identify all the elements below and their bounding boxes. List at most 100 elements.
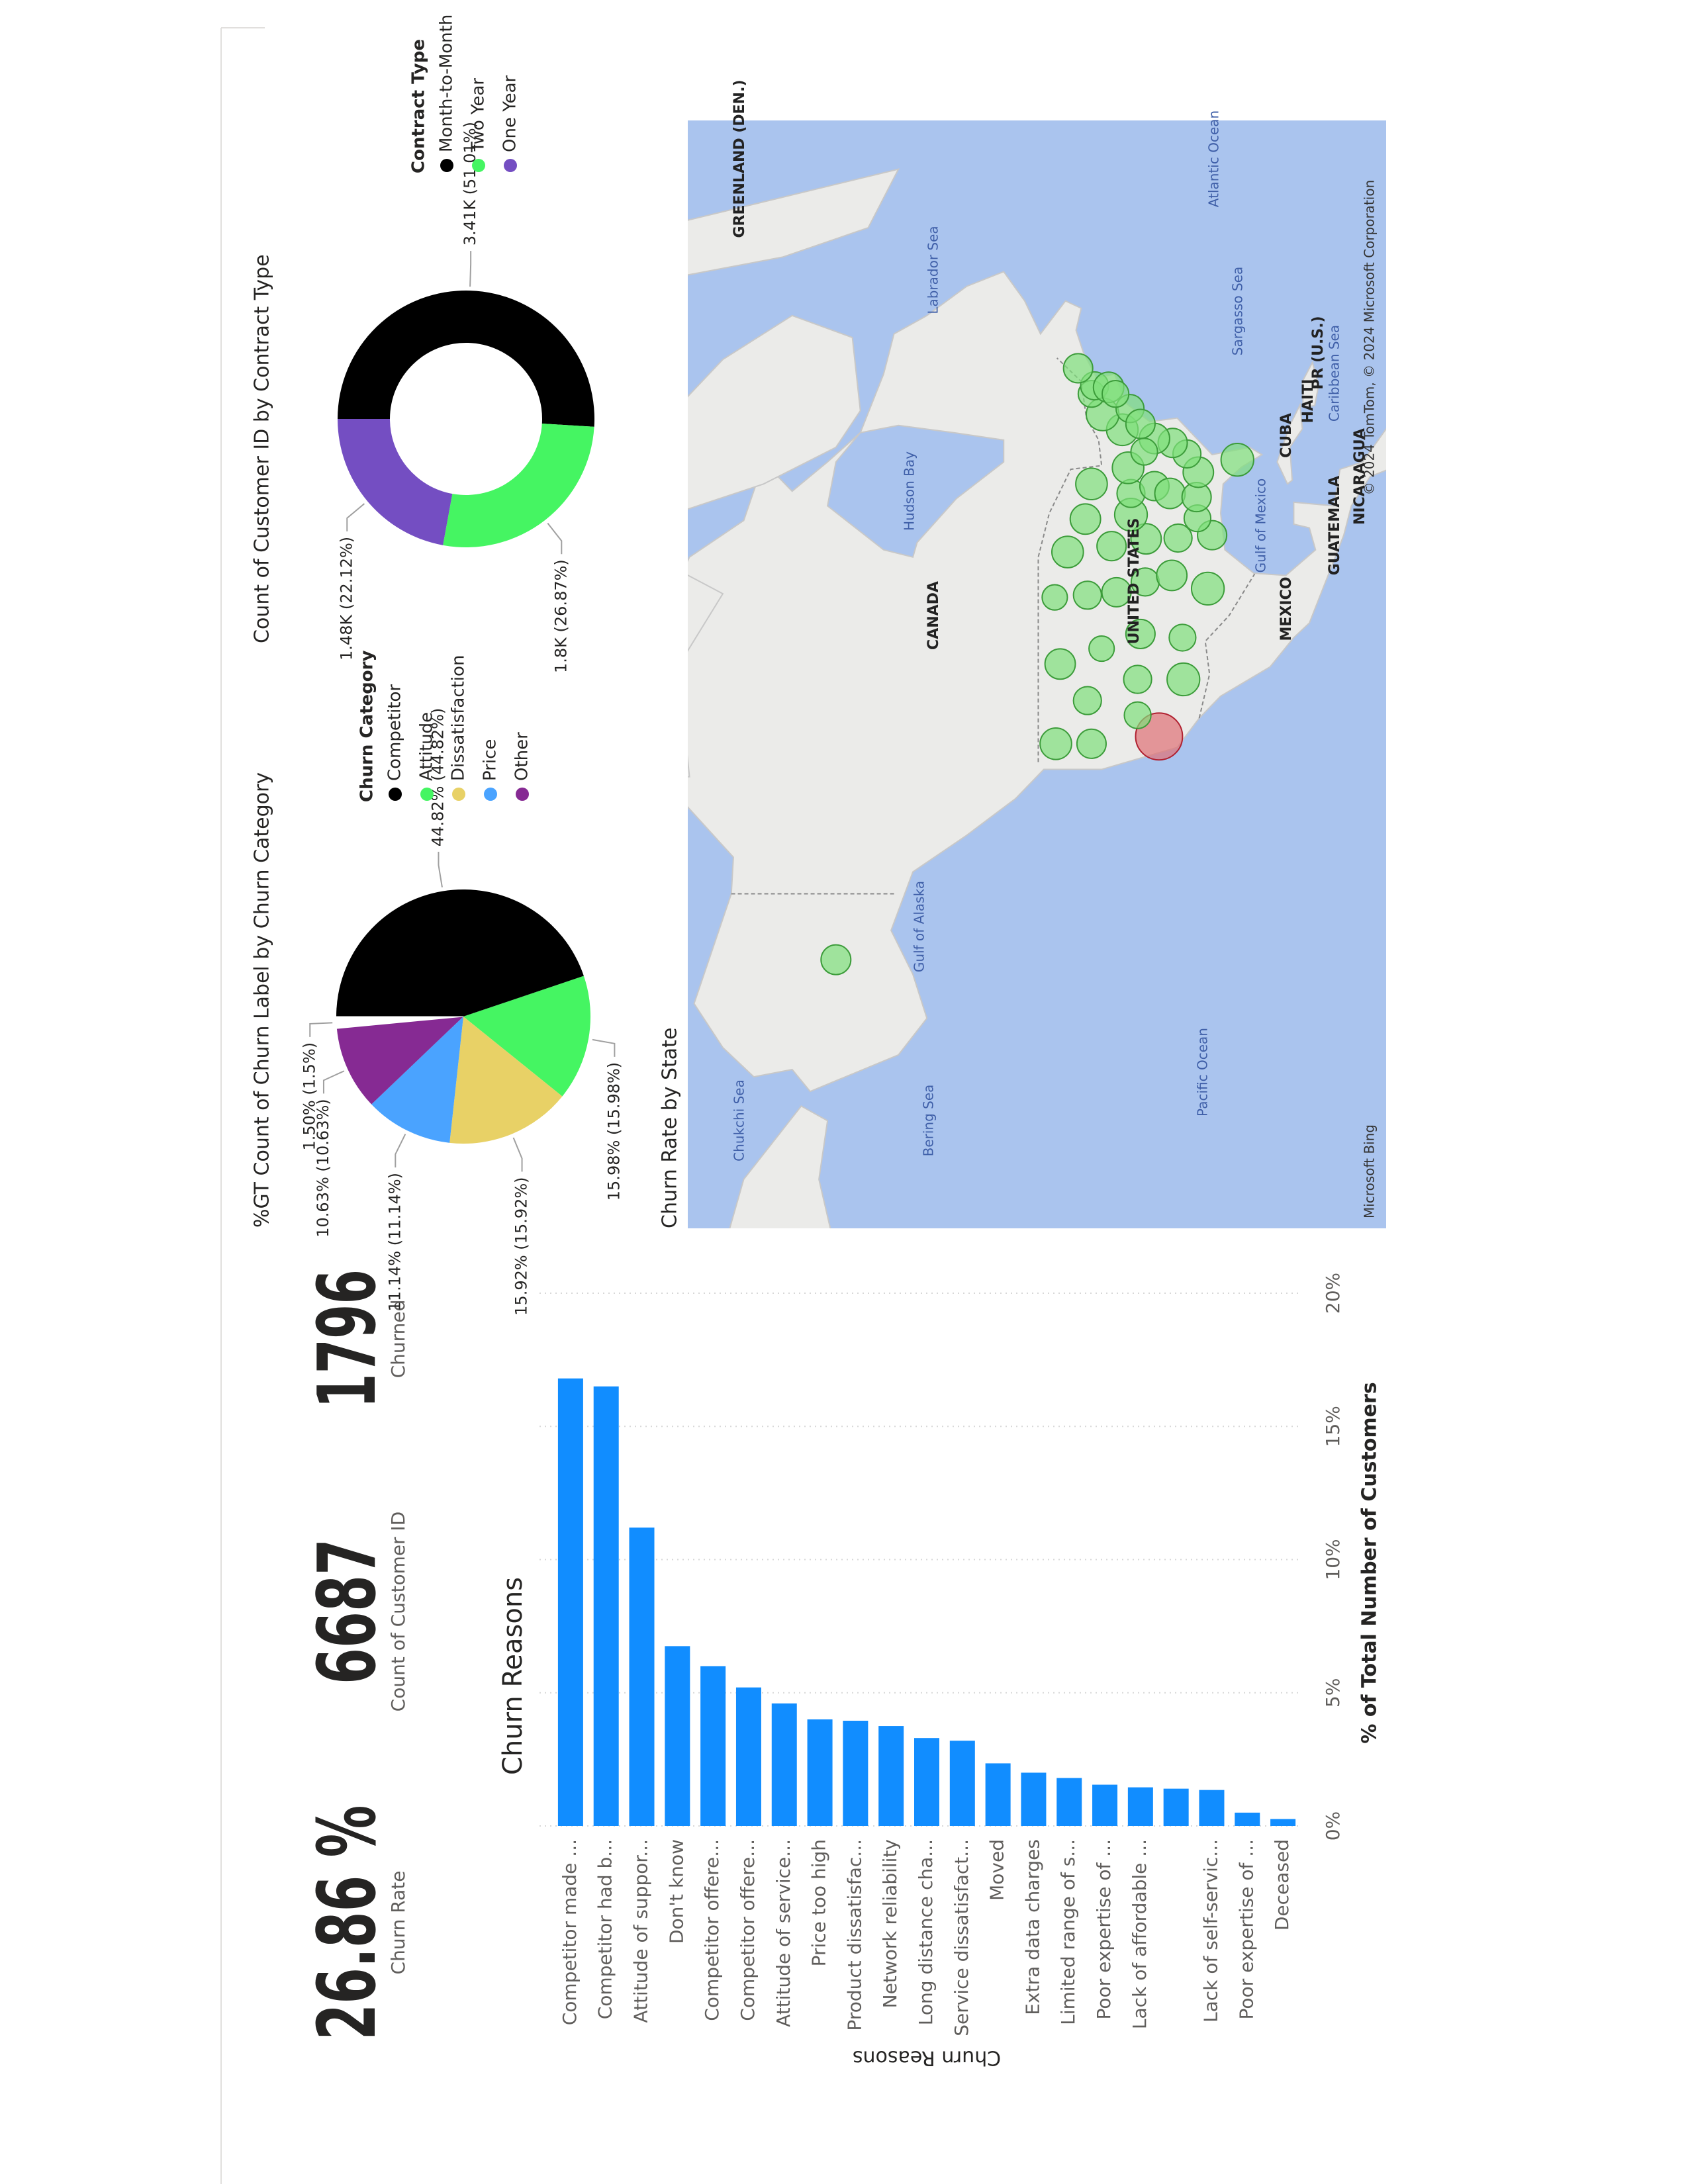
legend-marker (452, 788, 465, 801)
kpi-value: 26.86 % (302, 1805, 394, 2040)
data-label: 15.92% (15.92%) (512, 1177, 531, 1315)
land (722, 1105, 837, 1228)
bubble (1220, 443, 1254, 477)
bar (771, 1703, 797, 1826)
bar (1021, 1772, 1047, 1826)
data-label: 1.8K (26.87%) (551, 559, 570, 673)
y-tick-label: Moved (986, 1839, 1008, 1901)
chart-title: Churn Reasons (498, 1577, 528, 1775)
map-label: Gulf of Alaska (912, 881, 927, 972)
data-label: 44.82% (44.82%) (428, 708, 447, 846)
legend-marker (420, 788, 434, 801)
x-tick-label: 20% (1322, 1273, 1344, 1314)
slice (449, 1017, 563, 1144)
y-tick-label: Deceased (1271, 1839, 1293, 1931)
x-tick-label: 5% (1322, 1678, 1344, 1707)
bar (914, 1738, 939, 1826)
y-tick-label: Competitor offere... (701, 1839, 723, 2021)
legend-marker (472, 159, 485, 172)
border (1198, 573, 1256, 719)
map-label: GREENLAND (DEN.) (731, 79, 748, 238)
bubble (1163, 523, 1193, 553)
bubble (1088, 635, 1115, 662)
bar (1092, 1784, 1118, 1826)
bar (593, 1386, 619, 1826)
y-tick-label: Extra data charges (1021, 1839, 1043, 2015)
bar (1163, 1788, 1189, 1826)
y-tick-label: Price too high (808, 1839, 830, 1966)
y-tick-label: Competitor made ... (559, 1839, 581, 2025)
bar (949, 1741, 975, 1826)
map-label: Atlantic Ocean (1206, 111, 1222, 207)
bubble (1130, 523, 1162, 555)
bar (843, 1721, 868, 1826)
chart-title: Count of Customer ID by Contract Type (251, 254, 274, 643)
map-label: Chukchi Sea (731, 1079, 747, 1161)
bubble (1154, 477, 1186, 510)
bubble (1125, 618, 1156, 649)
legend-label: Other (512, 732, 532, 781)
kpi-label: Churn Rate (387, 1871, 409, 1975)
land (688, 314, 861, 522)
slice (336, 1016, 464, 1029)
bar (665, 1646, 690, 1826)
bar (878, 1726, 904, 1826)
bubble (1072, 580, 1102, 610)
bar (700, 1666, 726, 1826)
slice (338, 291, 594, 427)
y-tick-label: Attitude of suppor... (630, 1839, 652, 2023)
leader-line (346, 503, 365, 531)
land (1301, 360, 1320, 408)
leader-line (547, 522, 563, 555)
legend-title: Contract Type (409, 39, 429, 173)
legend-label: Competitor (385, 684, 405, 781)
bar (1235, 1812, 1260, 1826)
legend-marker (484, 788, 497, 801)
y-tick-label: Lack of affordable ... (1129, 1839, 1150, 2029)
bar (985, 1763, 1011, 1826)
bubble (1156, 559, 1188, 592)
legend-label: Month-to-Month (437, 15, 457, 152)
map-label: Pacific Ocean (1195, 1028, 1211, 1116)
legend-label: Attitude (417, 712, 437, 781)
bubble (1041, 584, 1068, 611)
land (688, 168, 900, 405)
bubble (1166, 662, 1201, 697)
hudson-bay (826, 424, 1005, 559)
chart-title: Churn Rate by State (659, 1028, 682, 1228)
leader-line (395, 1134, 406, 1168)
bubble (1102, 380, 1130, 408)
x-tick-label: 15% (1322, 1406, 1344, 1447)
data-label: 15.98% (15.98%) (604, 1062, 623, 1201)
bubble (1044, 648, 1076, 680)
y-tick-label: Competitor offere... (737, 1839, 759, 2021)
data-label: 10.63% (10.63%) (314, 1099, 332, 1237)
slice (338, 419, 453, 545)
bubble (1190, 571, 1225, 606)
legend-marker (516, 788, 529, 801)
bar (735, 1687, 761, 1826)
y-tick-label: Don't know (665, 1839, 687, 1944)
kpi-value: 6687 (302, 1539, 394, 1684)
bubble (1062, 353, 1094, 384)
map-label: MEXICO (1278, 577, 1295, 641)
map-label: Microsoft Bing (1362, 1124, 1378, 1218)
chart-title: %GT Count of Churn Label by Churn Catego… (251, 772, 274, 1228)
y-tick-label: Lack of self-servic... (1199, 1839, 1221, 2023)
map-label: CUBA (1278, 413, 1295, 458)
x-tick-label: 10% (1322, 1539, 1344, 1580)
bubble (820, 944, 852, 976)
bubble (1075, 467, 1108, 501)
data-label: 3.41K (51.01%) (461, 122, 479, 246)
bar (1199, 1790, 1225, 1826)
data-label: 1.48K (22.12%) (337, 537, 355, 660)
bubble (1101, 576, 1132, 608)
bubble (1096, 531, 1127, 562)
map-label: GUATEMALA (1327, 476, 1343, 576)
leader-line (438, 852, 443, 887)
x-tick-label: 0% (1322, 1811, 1344, 1841)
map-label: PR (U.S.) (1310, 316, 1327, 389)
bubble (1123, 664, 1152, 694)
